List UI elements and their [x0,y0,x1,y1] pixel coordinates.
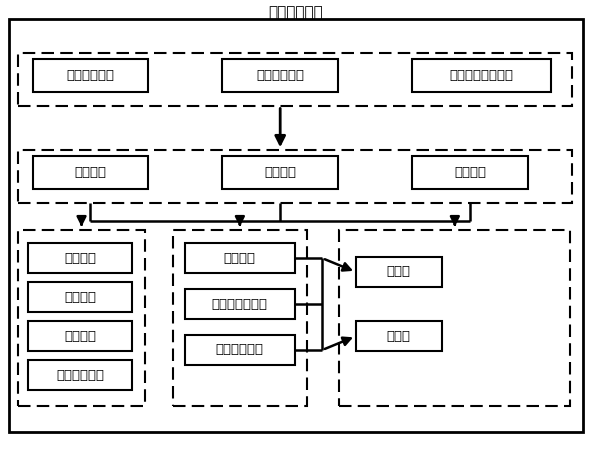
Bar [18,230,145,406]
Bar [28,321,132,351]
Bar [33,59,148,92]
Text: 点位运动: 点位运动 [65,330,96,343]
Bar [185,335,295,365]
Text: 智能目标运动指令: 智能目标运动指令 [450,69,514,82]
Bar [412,156,528,189]
Bar [339,230,570,406]
Text: 自由点: 自由点 [387,265,411,279]
Bar [33,156,148,189]
Text: 圆弧运动: 圆弧运动 [65,291,96,304]
Text: 轮胎抓取或释放: 轮胎抓取或释放 [212,297,268,311]
Bar [18,53,572,106]
Text: 不同辅助运动: 不同辅助运动 [216,343,264,357]
Text: 类型属性: 类型属性 [454,166,486,179]
Bar [222,59,338,92]
Text: 运动属性: 运动属性 [75,166,106,179]
Text: 工艺属性: 工艺属性 [264,166,296,179]
Bar [28,243,132,273]
Bar [185,243,295,273]
Bar [28,360,132,390]
Bar [222,156,338,189]
Text: 位置等待指令: 位置等待指令 [256,69,304,82]
Text: 智能指令系统: 智能指令系统 [269,6,323,20]
Bar [356,321,442,351]
Text: 约束点: 约束点 [387,330,411,343]
Text: 特殊轨迹运动: 特殊轨迹运动 [56,369,104,382]
Bar [173,230,307,406]
Bar [18,150,572,203]
Text: 直线运动: 直线运动 [65,252,96,265]
Bar [412,59,551,92]
Text: 自由运动: 自由运动 [224,252,256,265]
Text: 智能取料指令: 智能取料指令 [66,69,114,82]
Bar [185,289,295,319]
Bar [356,257,442,287]
Bar [28,282,132,312]
